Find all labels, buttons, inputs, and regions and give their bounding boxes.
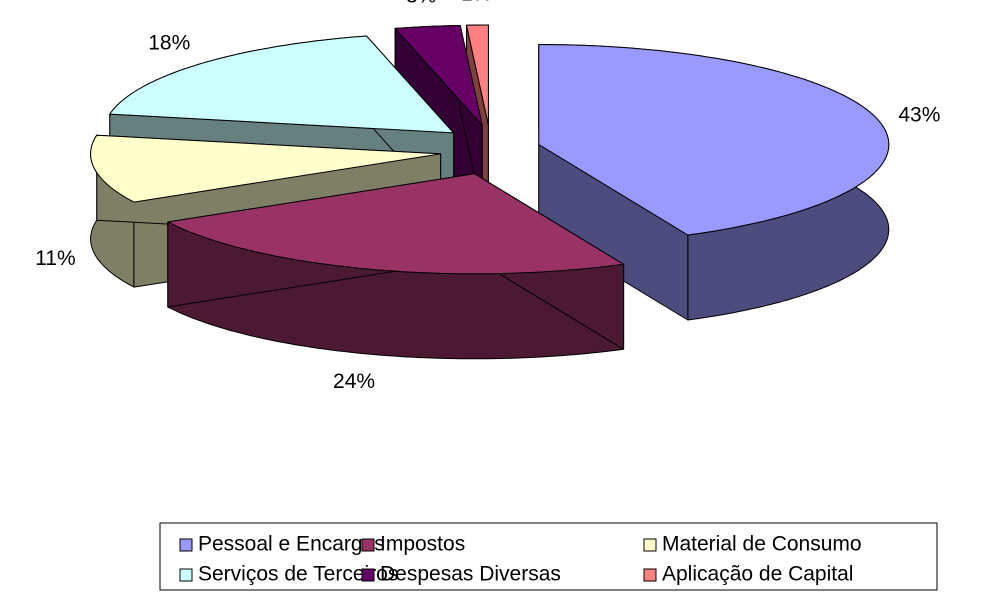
data-label: 18% <box>148 31 190 54</box>
data-label: 3% <box>406 0 436 7</box>
data-label: 1% <box>461 0 491 6</box>
legend-label: Pessoal e Encargos <box>198 533 385 556</box>
legend-box <box>159 522 938 591</box>
legend-swatch <box>179 568 193 582</box>
legend-swatch <box>179 538 193 552</box>
legend-label: Aplicação de Capital <box>662 563 853 586</box>
legend-label: Despesas Diversas <box>380 563 561 586</box>
slice-top <box>394 25 483 126</box>
data-label: 43% <box>898 104 940 127</box>
legend-swatch <box>643 538 657 552</box>
legend-swatch <box>361 568 375 582</box>
legend-swatch <box>361 538 375 552</box>
pie <box>90 24 890 360</box>
legend-label: Material de Consumo <box>662 533 862 556</box>
slice <box>538 44 890 321</box>
slice <box>167 173 625 360</box>
legend-label: Impostos <box>380 533 465 556</box>
legend-swatch <box>643 568 657 582</box>
slice-top <box>466 24 489 126</box>
data-label: 11% <box>35 247 75 270</box>
data-label: 24% <box>333 370 375 393</box>
slice-top <box>538 44 890 236</box>
slice-top <box>90 134 442 203</box>
slice-top <box>109 35 455 134</box>
legend-label: Serviços de Terceiros <box>198 563 398 586</box>
slice-top <box>167 173 625 275</box>
